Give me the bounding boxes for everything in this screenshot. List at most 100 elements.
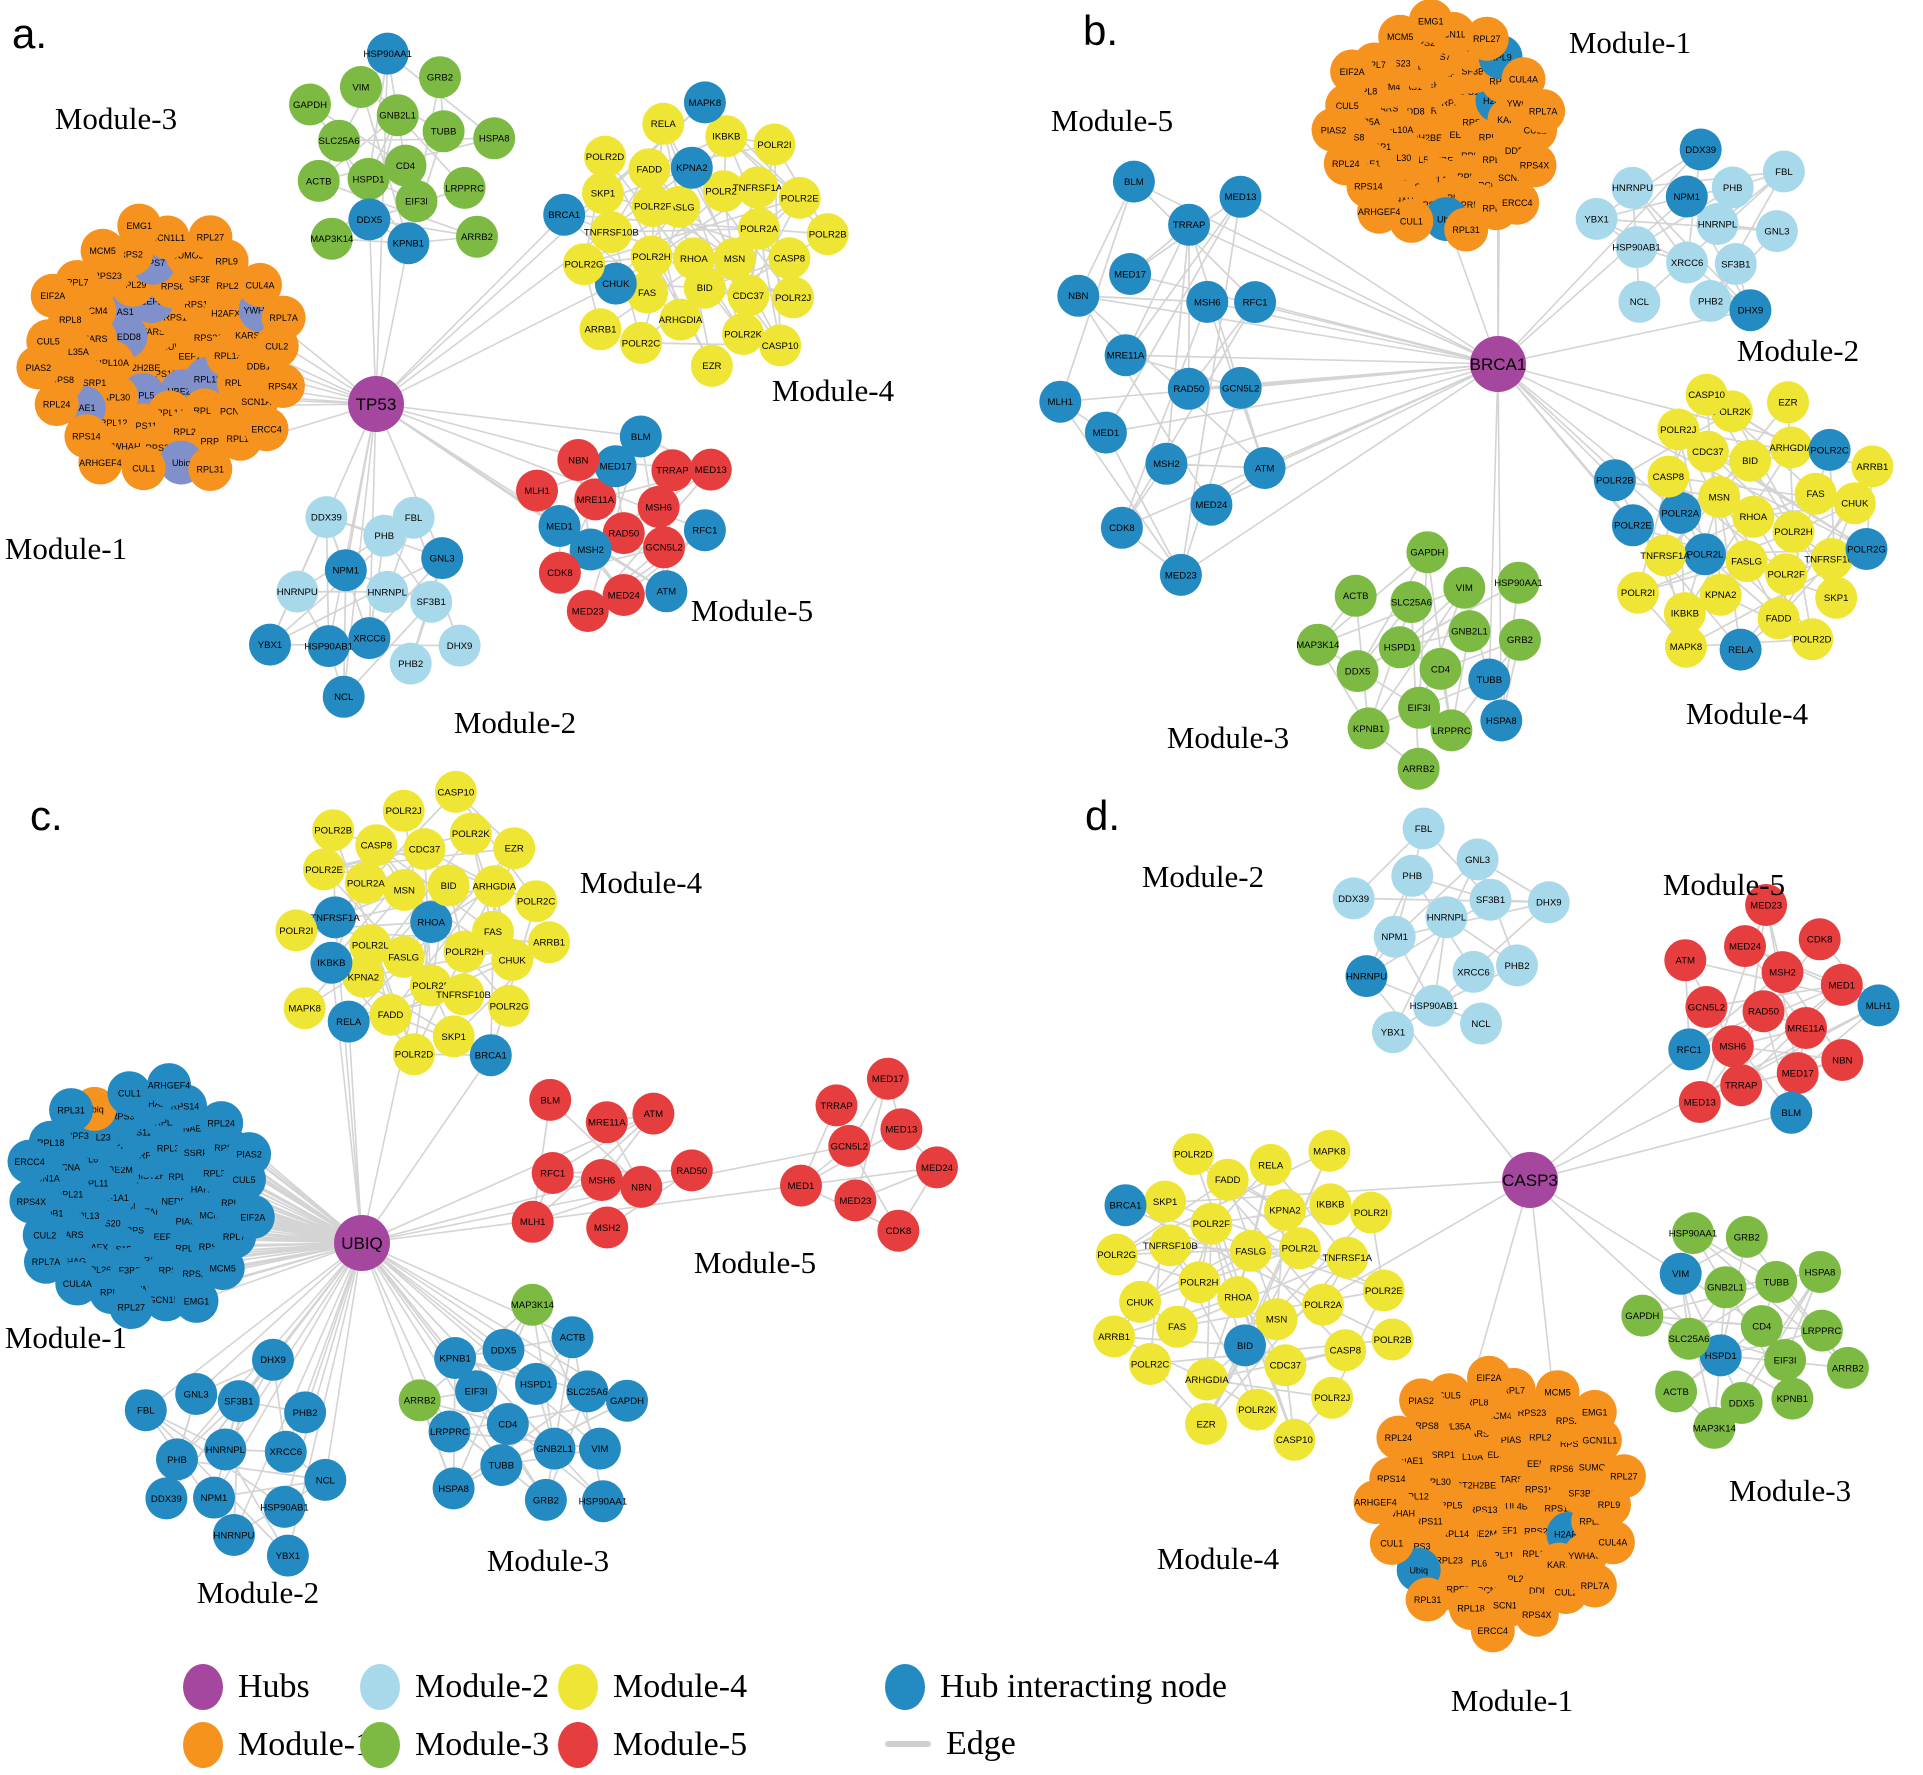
- hub-node-UBIQ[interactable]: [334, 1215, 390, 1271]
- node-MLH1[interactable]: [1857, 984, 1900, 1027]
- node-ARHGDIA[interactable]: [1770, 426, 1813, 469]
- node-HSPA8[interactable]: [1480, 699, 1523, 742]
- node-KPNB1[interactable]: [387, 222, 430, 265]
- node-LRPPRC[interactable]: [1800, 1309, 1843, 1352]
- node-RPL24[interactable]: [1323, 141, 1368, 186]
- node-EMG1[interactable]: [117, 203, 162, 248]
- node-POLR2A[interactable]: [1659, 491, 1702, 534]
- node-GRB2[interactable]: [524, 1478, 567, 1521]
- node-MCM5[interactable]: [1535, 1370, 1580, 1415]
- node-POLR2D[interactable]: [393, 1033, 435, 1076]
- node-GAPDH[interactable]: [289, 83, 331, 126]
- node-POLR2D[interactable]: [584, 135, 626, 178]
- node-HNRNPL[interactable]: [366, 570, 409, 613]
- node-RPL27[interactable]: [109, 1285, 154, 1329]
- node-FADD[interactable]: [1757, 597, 1800, 640]
- node-DDX39[interactable]: [145, 1477, 188, 1520]
- node-EIF2A[interactable]: [30, 273, 75, 318]
- node-RAD50[interactable]: [1167, 367, 1210, 410]
- node-TNFRSF10B[interactable]: [442, 973, 485, 1016]
- node-CHUK[interactable]: [594, 262, 637, 305]
- node-RPL24[interactable]: [1376, 1415, 1421, 1460]
- node-MAPK8[interactable]: [1665, 625, 1707, 668]
- node-MED24[interactable]: [1190, 483, 1233, 526]
- node-RFC1[interactable]: [531, 1152, 574, 1194]
- node-ACTB[interactable]: [297, 159, 340, 202]
- node-HNRNPL[interactable]: [204, 1428, 247, 1471]
- node-PIAS2[interactable]: [16, 345, 61, 390]
- node-CDK8[interactable]: [538, 551, 581, 594]
- node-POLR2J[interactable]: [772, 276, 815, 319]
- node-ARHGDIA[interactable]: [659, 298, 702, 341]
- node-XRCC6[interactable]: [1666, 241, 1709, 284]
- node-NCL[interactable]: [1460, 1002, 1502, 1045]
- node-CHUK[interactable]: [1833, 482, 1876, 525]
- node-PHB2[interactable]: [284, 1391, 327, 1434]
- node-POLR2F[interactable]: [1190, 1202, 1233, 1245]
- node-SLC25A6[interactable]: [566, 1370, 609, 1413]
- node-TNFRSF10B[interactable]: [1810, 538, 1853, 580]
- node-BLM[interactable]: [529, 1078, 572, 1121]
- node-EIF2A[interactable]: [1467, 1355, 1511, 1400]
- node-POLR2C[interactable]: [1808, 428, 1851, 471]
- node-YBX1[interactable]: [266, 1534, 309, 1577]
- node-KPNA2[interactable]: [1264, 1189, 1306, 1231]
- node-TNFRSF10B[interactable]: [1149, 1224, 1192, 1267]
- node-NPM1[interactable]: [1373, 915, 1416, 958]
- node-HSPD1[interactable]: [347, 157, 390, 200]
- node-POLR2L[interactable]: [349, 924, 392, 967]
- node-EZR[interactable]: [1185, 1402, 1228, 1445]
- node-MED24[interactable]: [602, 574, 645, 616]
- node-POLR2B[interactable]: [1371, 1318, 1414, 1361]
- node-DDX5[interactable]: [348, 198, 391, 241]
- node-MED13[interactable]: [1219, 175, 1262, 218]
- node-PHB[interactable]: [1711, 166, 1754, 209]
- node-LRPPRC[interactable]: [428, 1410, 471, 1453]
- node-XRCC6[interactable]: [1452, 950, 1495, 993]
- node-CD4[interactable]: [384, 144, 427, 187]
- node-CDC37[interactable]: [1686, 430, 1729, 473]
- node-HNRNPU[interactable]: [212, 1514, 255, 1556]
- node-RFC1[interactable]: [683, 509, 726, 552]
- node-FADD[interactable]: [628, 148, 671, 191]
- node-HSP90AA1[interactable]: [366, 32, 409, 75]
- node-FADD[interactable]: [369, 993, 412, 1036]
- node-YBX1[interactable]: [1575, 197, 1618, 240]
- node-EZR[interactable]: [690, 344, 733, 387]
- node-XRCC6[interactable]: [348, 617, 391, 660]
- node-POLR2K[interactable]: [722, 313, 765, 355]
- node-SKP1[interactable]: [432, 1015, 475, 1058]
- node-MSH6[interactable]: [580, 1159, 623, 1201]
- node-EIF3I[interactable]: [1764, 1339, 1807, 1381]
- node-TRRAP[interactable]: [1168, 203, 1211, 246]
- node-RAD50[interactable]: [670, 1149, 713, 1192]
- node-HNRNPU[interactable]: [1611, 166, 1654, 209]
- node-POLR2D[interactable]: [1172, 1133, 1215, 1176]
- node-TNFRSF1A[interactable]: [1644, 534, 1686, 577]
- node-CASP10[interactable]: [434, 770, 477, 813]
- node-POLR2B[interactable]: [1593, 459, 1636, 502]
- node-GCN5L2[interactable]: [828, 1124, 871, 1167]
- node-CDK8[interactable]: [877, 1209, 920, 1252]
- node-KPNB1[interactable]: [1347, 707, 1390, 750]
- node-MAPK8[interactable]: [283, 987, 326, 1030]
- node-KPNB1[interactable]: [1771, 1377, 1814, 1420]
- node-SKP1[interactable]: [1815, 576, 1858, 619]
- node-TRRAP[interactable]: [1720, 1064, 1763, 1107]
- hub-node-TP53[interactable]: [348, 376, 404, 432]
- node-ARRB2[interactable]: [1826, 1346, 1869, 1389]
- node-TNFRSF1A[interactable]: [314, 896, 356, 939]
- node-EIF3I[interactable]: [455, 1370, 498, 1413]
- node-POLR2C[interactable]: [1129, 1343, 1172, 1385]
- node-CUL4A[interactable]: [55, 1261, 100, 1306]
- node-RELA[interactable]: [327, 1000, 370, 1043]
- node-CHUK[interactable]: [491, 938, 534, 981]
- node-POLR2C[interactable]: [515, 880, 558, 923]
- node-HSP90AB1[interactable]: [1412, 984, 1455, 1027]
- hub-node-CASP3[interactable]: [1502, 1152, 1558, 1208]
- node-MAPK8[interactable]: [1308, 1129, 1351, 1172]
- node-FADD[interactable]: [1206, 1158, 1249, 1201]
- node-VIM[interactable]: [578, 1427, 621, 1470]
- node-HSP90AB1[interactable]: [307, 625, 350, 668]
- node-MSH6[interactable]: [637, 485, 680, 528]
